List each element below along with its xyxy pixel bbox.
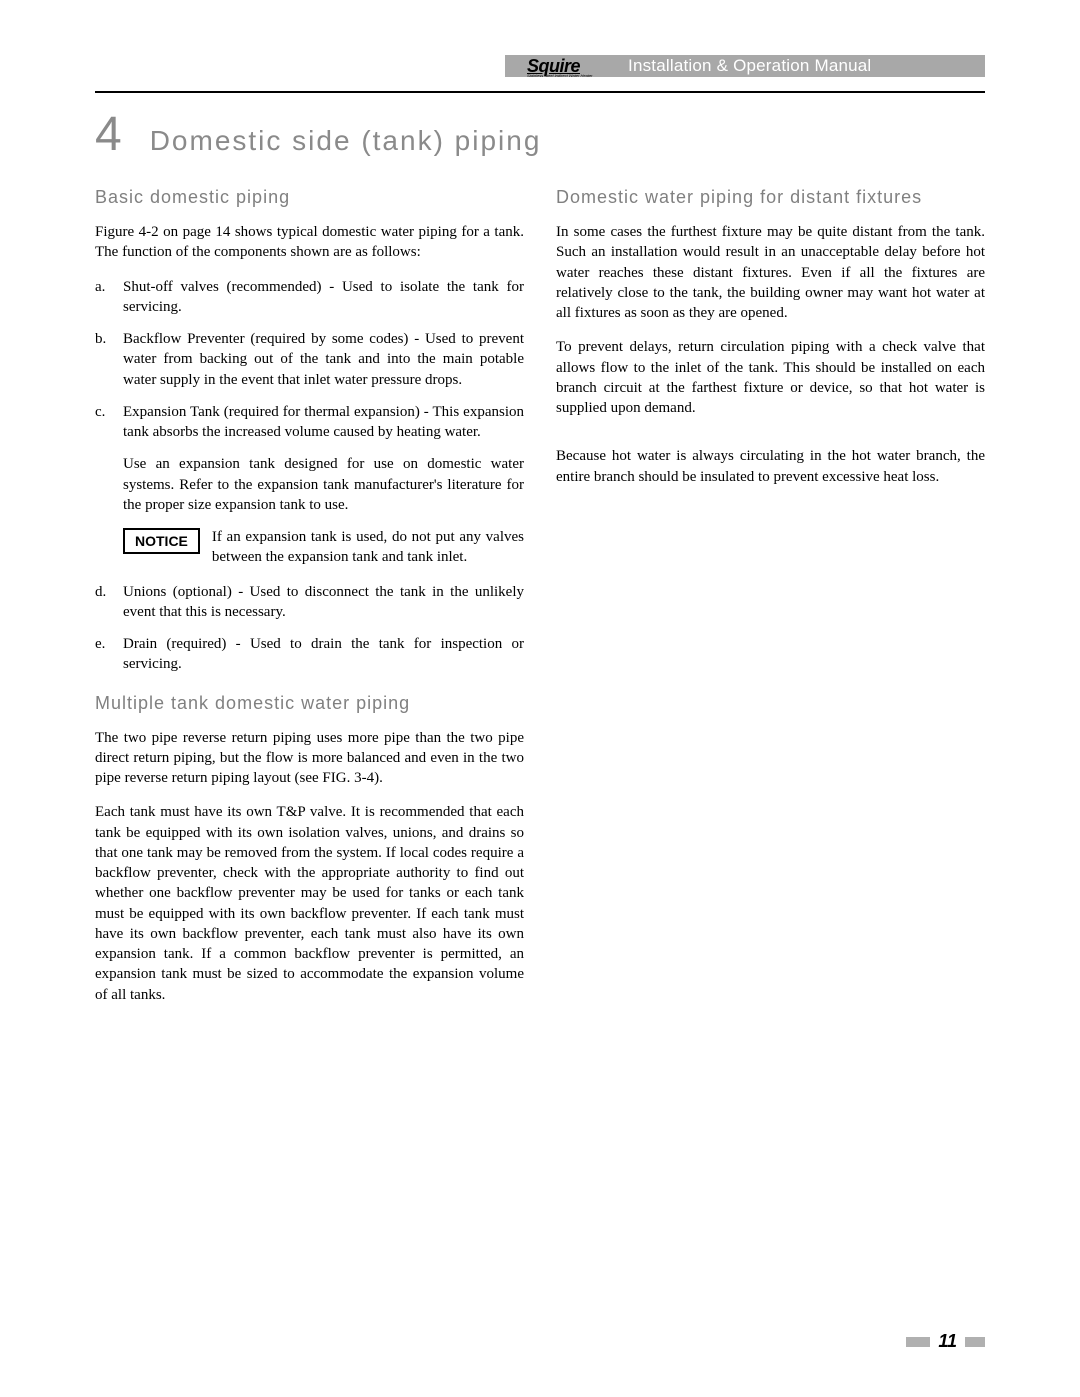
notice-box: NOTICE [123, 528, 200, 554]
components-list-continued: d. Unions (optional) - Used to disconnec… [95, 582, 524, 675]
body-paragraph: In some cases the furthest fixture may b… [556, 222, 985, 323]
notice-callout: NOTICE If an expansion tank is used, do … [123, 527, 524, 568]
list-label: b. [95, 329, 123, 390]
body-paragraph: Because hot water is always circulating … [556, 446, 985, 487]
list-item: a. Shut-off valves (recommended) - Used … [95, 277, 524, 318]
list-body: Expansion Tank (required for thermal exp… [123, 402, 524, 515]
body-paragraph: The two pipe reverse return piping uses … [95, 728, 524, 789]
list-body: Unions (optional) - Used to disconnect t… [123, 582, 524, 623]
list-item: e. Drain (required) - Used to drain the … [95, 634, 524, 675]
list-label: c. [95, 402, 123, 515]
list-item: d. Unions (optional) - Used to disconnec… [95, 582, 524, 623]
list-label: d. [95, 582, 123, 623]
header-rule [95, 91, 985, 93]
section-heading: Multiple tank domestic water piping [95, 693, 524, 714]
page-number: 11 [938, 1331, 957, 1352]
list-item: c. Expansion Tank (required for thermal … [95, 402, 524, 515]
header-bar: Squire Stainless Steel Indirect Water He… [95, 55, 985, 83]
list-label: e. [95, 634, 123, 675]
section-heading: Domestic water piping for distant fixtur… [556, 187, 985, 208]
two-column-layout: Basic domestic piping Figure 4-2 on page… [95, 187, 985, 1019]
list-label: a. [95, 277, 123, 318]
footer-block-icon [906, 1337, 930, 1347]
list-text: Expansion Tank (required for thermal exp… [123, 404, 524, 440]
page-footer: 11 [906, 1331, 985, 1352]
manual-title: Installation & Operation Manual [628, 56, 871, 76]
footer-block-icon [965, 1337, 985, 1347]
chapter-heading: 4 Domestic side (tank) piping [95, 111, 985, 159]
right-column: Domestic water piping for distant fixtur… [556, 187, 985, 1019]
list-body: Shut-off valves (recommended) - Used to … [123, 277, 524, 318]
header-gray-strip: Squire Stainless Steel Indirect Water He… [505, 55, 985, 77]
list-body: Backflow Preventer (required by some cod… [123, 329, 524, 390]
chapter-title: Domestic side (tank) piping [150, 125, 542, 157]
left-column: Basic domestic piping Figure 4-2 on page… [95, 187, 524, 1019]
components-list: a. Shut-off valves (recommended) - Used … [95, 277, 524, 516]
list-item: b. Backflow Preventer (required by some … [95, 329, 524, 390]
intro-paragraph: Figure 4-2 on page 14 shows typical dome… [95, 222, 524, 263]
brand-subtitle: Stainless Steel Indirect Water Heater [527, 73, 593, 78]
body-paragraph: To prevent delays, return circulation pi… [556, 337, 985, 418]
page-container: Squire Stainless Steel Indirect Water He… [0, 0, 1080, 1397]
chapter-number: 4 [95, 111, 122, 159]
notice-text: If an expansion tank is used, do not put… [212, 527, 524, 568]
body-paragraph: Each tank must have its own T&P valve. I… [95, 802, 524, 1005]
list-body: Drain (required) - Used to drain the tan… [123, 634, 524, 675]
section-heading: Basic domestic piping [95, 187, 524, 208]
list-sub-paragraph: Use an expansion tank designed for use o… [123, 454, 524, 515]
